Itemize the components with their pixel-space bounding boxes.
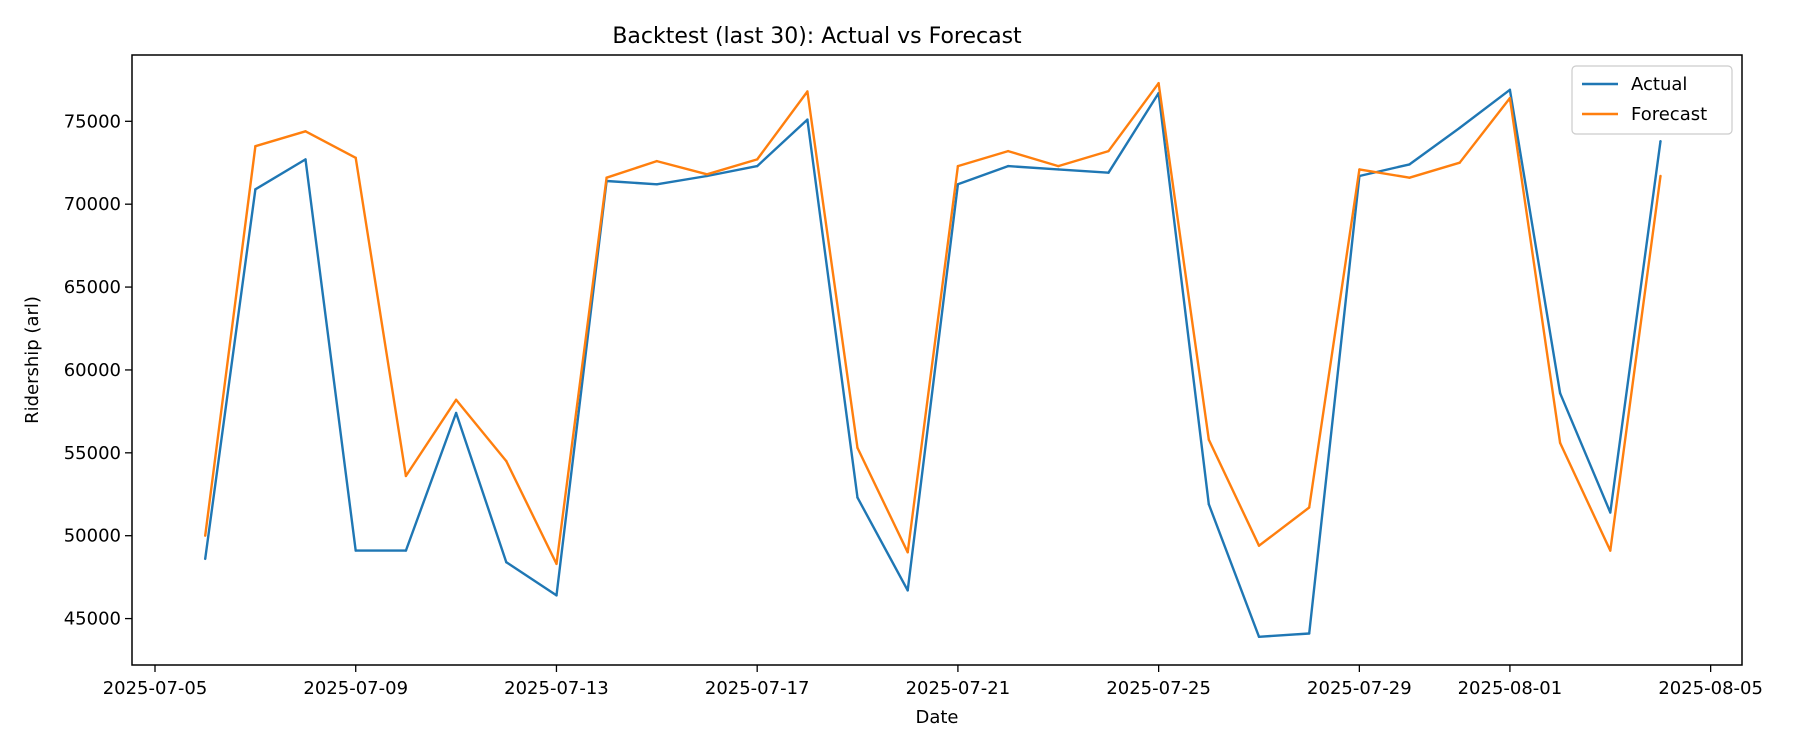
data-point-actual bbox=[354, 549, 357, 552]
data-point-actual bbox=[404, 549, 408, 552]
data-point-forecast bbox=[1207, 438, 1211, 441]
data-point-actual bbox=[705, 174, 709, 178]
data-point-forecast bbox=[204, 534, 207, 537]
y-tick-label: 50000 bbox=[64, 526, 121, 547]
data-point-actual bbox=[1057, 168, 1060, 171]
data-point-forecast bbox=[1257, 544, 1261, 547]
series-line-forecast bbox=[204, 81, 1662, 566]
data-point-actual bbox=[1609, 511, 1612, 514]
data-point-actual bbox=[856, 496, 859, 499]
y-tick-label: 65000 bbox=[64, 277, 121, 298]
x-axis-label: Date bbox=[915, 707, 958, 728]
data-point-actual bbox=[1508, 88, 1512, 92]
data-point-forecast bbox=[1609, 549, 1612, 552]
data-point-actual bbox=[454, 411, 458, 415]
x-axis: 2025-07-05 2025-07-09 2025-07-13 2025-07-17… bbox=[103, 665, 1763, 699]
data-point-forecast bbox=[1508, 96, 1512, 100]
data-point-actual bbox=[756, 164, 759, 168]
data-point-forecast bbox=[1558, 441, 1562, 445]
data-point-forecast bbox=[806, 90, 809, 93]
data-point-forecast bbox=[1458, 161, 1461, 164]
data-point-actual bbox=[304, 158, 307, 161]
data-point-actual bbox=[1107, 171, 1110, 174]
data-point-forecast bbox=[756, 158, 759, 161]
data-point-actual bbox=[655, 183, 658, 186]
y-tick-label: 45000 bbox=[64, 609, 121, 630]
data-point-forecast bbox=[1659, 174, 1662, 178]
x-tick-label: 2025-07-13 bbox=[504, 678, 609, 699]
data-point-actual bbox=[1207, 503, 1211, 506]
data-point-forecast bbox=[1408, 176, 1411, 179]
data-point-forecast bbox=[1057, 164, 1060, 168]
legend-label-actual: Actual bbox=[1631, 74, 1687, 95]
data-point-forecast bbox=[956, 164, 960, 168]
y-tick-label: 75000 bbox=[64, 111, 121, 132]
data-point-actual bbox=[806, 118, 809, 121]
y-tick-label: 70000 bbox=[64, 194, 121, 215]
data-point-actual bbox=[1257, 635, 1261, 638]
data-point-actual bbox=[555, 594, 558, 597]
x-tick-label: 2025-07-17 bbox=[705, 678, 810, 699]
data-point-forecast bbox=[354, 156, 357, 159]
y-axis: 45000 50000 55000 60000 65000 70000 75000 bbox=[64, 111, 132, 630]
x-tick-label: 2025-07-05 bbox=[103, 678, 208, 699]
legend: Actual Forecast bbox=[1571, 65, 1733, 135]
data-point-forecast bbox=[655, 159, 658, 163]
data-point-forecast bbox=[1308, 506, 1311, 509]
data-point-forecast bbox=[1006, 149, 1010, 153]
data-point-actual bbox=[505, 561, 508, 564]
data-point-forecast bbox=[254, 145, 257, 148]
legend-label-forecast: Forecast bbox=[1631, 104, 1707, 125]
data-point-forecast bbox=[1107, 149, 1110, 153]
x-tick-label: 2025-07-29 bbox=[1307, 678, 1412, 699]
data-point-forecast bbox=[906, 551, 909, 554]
data-point-actual bbox=[1006, 164, 1010, 168]
x-tick-label: 2025-07-09 bbox=[303, 678, 408, 699]
data-point-actual bbox=[1558, 392, 1562, 395]
series-line-actual bbox=[204, 88, 1662, 638]
data-point-forecast bbox=[705, 173, 709, 176]
x-tick-label: 2025-08-05 bbox=[1658, 678, 1763, 699]
x-tick-label: 2025-07-25 bbox=[1106, 678, 1211, 699]
data-point-forecast bbox=[1157, 82, 1160, 85]
data-point-forecast bbox=[1358, 168, 1361, 171]
data-point-actual bbox=[204, 557, 207, 561]
y-tick-label: 60000 bbox=[64, 360, 121, 381]
data-point-actual bbox=[1458, 126, 1461, 130]
data-point-actual bbox=[906, 589, 909, 592]
series-layer bbox=[204, 81, 1662, 638]
plot-frame bbox=[131, 54, 1743, 666]
chart-title: Backtest (last 30): Actual vs Forecast bbox=[612, 24, 1022, 49]
data-point-actual bbox=[1408, 163, 1411, 166]
x-tick-label: 2025-07-21 bbox=[906, 678, 1011, 699]
y-tick-label: 55000 bbox=[64, 443, 121, 464]
data-point-actual bbox=[1659, 140, 1662, 143]
data-point-forecast bbox=[505, 459, 508, 463]
y-axis-label: Ridership (arl) bbox=[22, 296, 43, 424]
data-point-forecast bbox=[454, 398, 458, 401]
data-point-forecast bbox=[555, 562, 558, 566]
data-point-forecast bbox=[304, 130, 307, 133]
data-point-actual bbox=[1308, 632, 1311, 635]
data-point-actual bbox=[254, 188, 257, 191]
data-point-forecast bbox=[856, 446, 859, 450]
data-point-forecast bbox=[404, 474, 408, 478]
data-point-forecast bbox=[605, 176, 608, 179]
data-point-actual bbox=[956, 183, 960, 186]
x-tick-label: 2025-08-01 bbox=[1458, 678, 1563, 699]
